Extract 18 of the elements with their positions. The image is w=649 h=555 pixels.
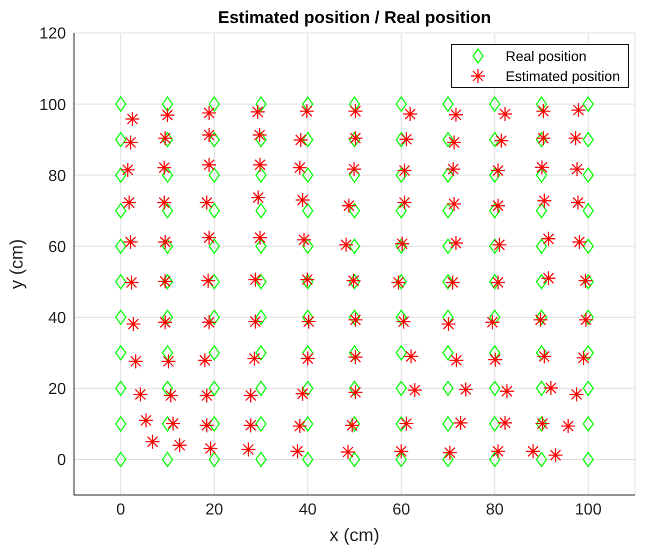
x-tick-label: 40 — [298, 501, 317, 518]
x-tick-label: 100 — [574, 501, 602, 518]
y-tick-label: 20 — [48, 381, 66, 398]
x-tick-label: 80 — [486, 501, 504, 518]
chart-title: Estimated position / Real position — [217, 8, 492, 28]
y-axis-title: y (cm) — [6, 239, 26, 289]
x-axis-title: x (cm) — [330, 525, 380, 545]
y-tick-label: 80 — [48, 168, 66, 185]
y-tick-label: 40 — [48, 310, 66, 327]
x-tick-label: 0 — [116, 501, 126, 518]
legend-label: Real position — [506, 48, 587, 64]
y-tick-label: 100 — [39, 96, 66, 114]
x-tick-label: 20 — [205, 501, 224, 518]
y-tick-label: 0 — [57, 452, 66, 470]
legend-label: Estimated position — [506, 68, 620, 84]
y-tick-label: 120 — [39, 26, 66, 43]
x-tick-label: 60 — [392, 501, 410, 518]
y-tick-label: 60 — [48, 238, 66, 256]
